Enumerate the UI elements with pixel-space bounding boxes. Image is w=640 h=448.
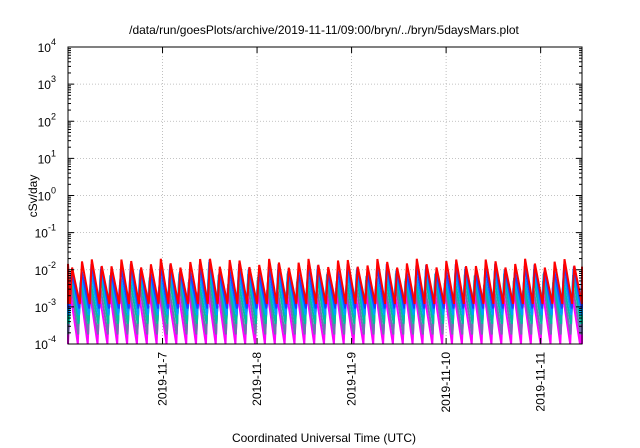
y-tick-label: 104 (38, 37, 56, 55)
series-layer (67, 258, 583, 345)
series-line (67, 268, 583, 324)
series-line (67, 279, 583, 335)
y-axis-label: cSv/day (26, 175, 40, 218)
x-tick-label: 2019-11-10 (439, 352, 453, 413)
y-tick-label: 100 (38, 186, 56, 204)
y-tick-label: 101 (38, 148, 56, 166)
y-tick-label: 102 (38, 111, 56, 129)
series-line (67, 258, 583, 305)
x-tick-label: 2019-11-9 (345, 352, 359, 406)
x-tick-label: 2019-11-11 (534, 352, 548, 412)
y-tick-label: 103 (38, 74, 56, 92)
y-tick-label: 10-1 (35, 223, 56, 241)
series-line (67, 259, 583, 309)
x-tick-label: 2019-11-8 (250, 352, 264, 406)
y-tick-label: 10-3 (35, 297, 56, 315)
y-axis: 10-4 10-3 10-2 10-1 100 101 102 103 104 (35, 37, 582, 352)
x-axis-label: Coordinated Universal Time (UTC) (232, 431, 416, 445)
chart-title: /data/run/goesPlots/archive/2019-11-11/0… (129, 23, 519, 37)
series-line (67, 262, 583, 316)
y-tick-label: 10-2 (35, 260, 56, 278)
x-tick-label: 2019-11-7 (156, 352, 170, 406)
x-axis: 2019-11-7 2019-11-8 2019-11-9 2019-11-10 201… (156, 47, 548, 413)
y-tick-label: 10-4 (35, 334, 56, 352)
